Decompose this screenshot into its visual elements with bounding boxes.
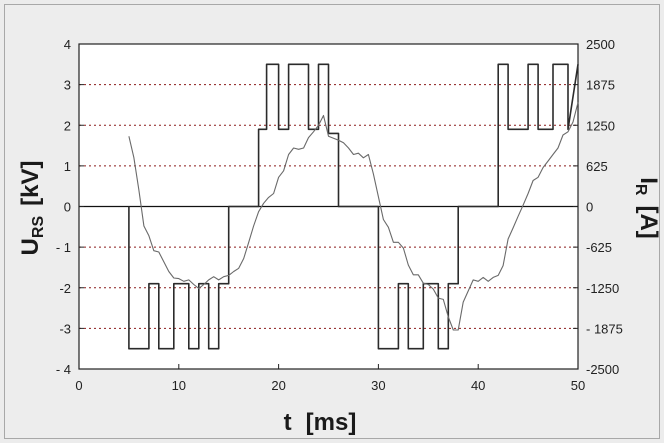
x-axis-title-main: t [284, 409, 292, 436]
x-tick-label: 10 [172, 378, 186, 393]
y-left-tick-label: 0 [64, 200, 71, 215]
y-right-tick-label: -1250 [586, 281, 619, 296]
y-right-tick-label: -2500 [586, 362, 619, 377]
y-left-tick-label: 2 [64, 118, 71, 133]
x-axis-title-unit: [ms] [306, 409, 357, 436]
y-left-tick-label: -2 [59, 281, 71, 296]
y-left-axis-title: URS [kV] [17, 161, 47, 256]
series-group [128, 63, 579, 350]
y-left-tick-label: 1 [64, 159, 71, 174]
y-left-tick-label: 4 [64, 37, 71, 52]
y-left-tick-label: - 1 [56, 240, 71, 255]
y-left-tick-label: -3 [59, 321, 71, 336]
y-right-axis-title: IR [A] [632, 177, 662, 239]
x-axis-title: t [ms] [284, 409, 357, 436]
y-right-title-main: I [635, 177, 662, 184]
y-right-tick-label: 625 [586, 159, 608, 174]
x-tick-label: 40 [471, 378, 485, 393]
y-right-tick-label: -625 [586, 240, 612, 255]
y-left-tick-label: 3 [64, 78, 71, 93]
y-left-title-sub: RS [30, 216, 47, 239]
y-left-tick-label: - 4 [56, 362, 71, 377]
y-right-tick-label: - 1875 [586, 321, 623, 336]
y-right-tick-label: 2500 [586, 37, 615, 52]
voltage-series-line [128, 63, 579, 350]
y-right-title-unit: [A] [635, 205, 662, 238]
y-right-tick-label: 0 [586, 200, 593, 215]
x-tick-label: 30 [371, 378, 385, 393]
y-left-title-unit: [kV] [17, 161, 44, 206]
x-tick-label: 50 [571, 378, 585, 393]
y-right-title-sub: R [632, 184, 649, 196]
gridlines [79, 84, 578, 329]
y-right-tick-label: 1875 [586, 78, 615, 93]
current-series-line [128, 102, 579, 331]
x-tick-label: 20 [271, 378, 285, 393]
y-left-title-main: U [17, 238, 44, 255]
y-right-tick-label: 1250 [586, 118, 615, 133]
x-tick-label: 0 [75, 378, 82, 393]
